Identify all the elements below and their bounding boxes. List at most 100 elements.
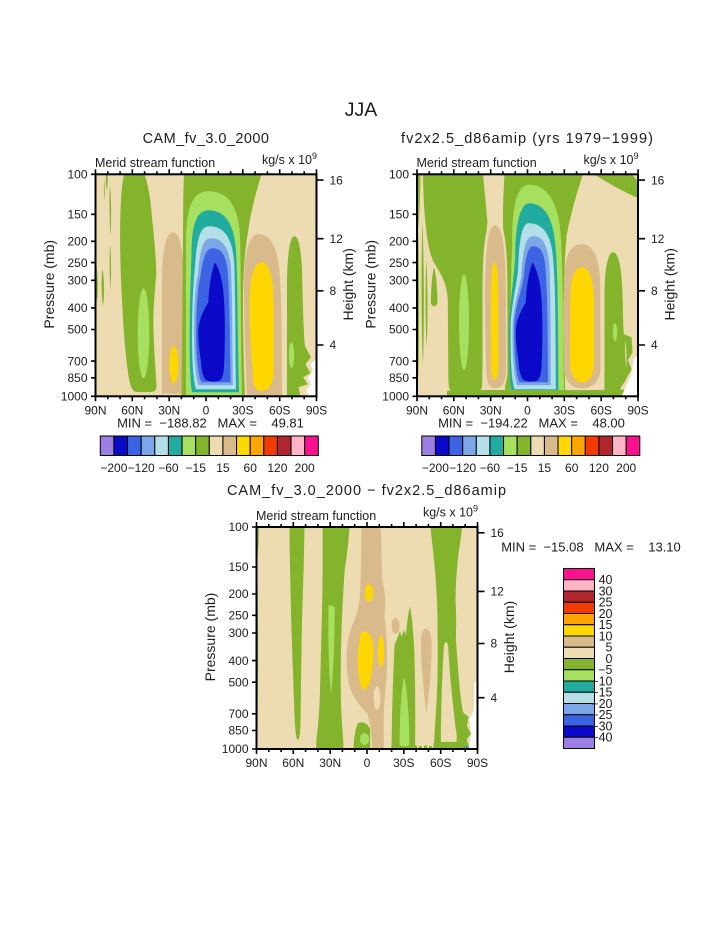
svg-text:850: 850 (389, 371, 409, 385)
svg-text:400: 400 (67, 301, 87, 315)
svg-text:MIN = −188.82 MAX = 49.8: MIN = −188.82 MAX = 49.81 (117, 416, 304, 431)
svg-text:25: 25 (599, 596, 613, 610)
svg-text:300: 300 (67, 274, 87, 288)
svg-text:−120: −120 (128, 461, 155, 475)
svg-text:16: 16 (651, 173, 665, 187)
svg-text:4: 4 (330, 338, 337, 352)
svg-text:40: 40 (599, 573, 613, 587)
svg-text:15: 15 (599, 618, 613, 632)
svg-text:90S: 90S (306, 404, 327, 418)
svg-text:30N: 30N (158, 404, 180, 418)
svg-text:120: 120 (589, 461, 609, 475)
svg-text:−40: −40 (591, 731, 612, 745)
svg-text:300: 300 (228, 626, 248, 640)
svg-text:4: 4 (651, 338, 658, 352)
svg-text:850: 850 (228, 724, 248, 738)
svg-text:0: 0 (203, 404, 210, 418)
svg-text:12: 12 (330, 232, 344, 246)
svg-text:−15: −15 (591, 686, 612, 700)
svg-text:−200: −200 (422, 461, 449, 475)
svg-text:200: 200 (389, 235, 409, 249)
svg-text:Pressure (mb): Pressure (mb) (41, 240, 57, 329)
svg-text:−15: −15 (186, 461, 207, 475)
svg-text:200: 200 (616, 461, 636, 475)
svg-text:200: 200 (67, 235, 87, 249)
svg-text:JJA: JJA (345, 99, 378, 121)
svg-text:60: 60 (244, 461, 258, 475)
svg-text:−5: −5 (598, 663, 612, 677)
svg-text:8: 8 (330, 284, 337, 298)
svg-text:MIN = −15.08 MAX = 13.10: MIN = −15.08 MAX = 13.10 (501, 540, 681, 555)
svg-text:MIN = −194.22 MAX = 48.0: MIN = −194.22 MAX = 48.00 (438, 416, 625, 431)
svg-text:10: 10 (599, 629, 613, 643)
svg-text:30N: 30N (480, 404, 502, 418)
svg-text:500: 500 (389, 323, 409, 337)
svg-text:200: 200 (295, 461, 315, 475)
svg-text:30S: 30S (554, 404, 575, 418)
svg-text:90N: 90N (245, 756, 267, 770)
svg-text:CAM_fv_3.0_2000: CAM_fv_3.0_2000 (143, 131, 270, 147)
svg-text:fv2x2.5_d86amip (yrs 1979−1999: fv2x2.5_d86amip (yrs 1979−1999) (401, 131, 654, 147)
svg-text:8: 8 (651, 284, 658, 298)
svg-text:150: 150 (67, 208, 87, 222)
svg-text:8: 8 (491, 637, 498, 651)
svg-text:30N: 30N (319, 756, 341, 770)
svg-text:kg/s x 109: kg/s x 109 (423, 504, 478, 520)
svg-text:Merid stream function: Merid stream function (95, 156, 215, 170)
svg-text:30S: 30S (232, 404, 253, 418)
svg-text:700: 700 (389, 354, 409, 368)
svg-text:60S: 60S (591, 404, 612, 418)
svg-text:−25: −25 (591, 708, 612, 722)
svg-text:60S: 60S (430, 756, 451, 770)
svg-text:16: 16 (491, 526, 505, 540)
svg-text:90N: 90N (406, 404, 428, 418)
svg-text:−15: −15 (507, 461, 528, 475)
svg-text:250: 250 (389, 256, 409, 270)
svg-text:−30: −30 (591, 719, 612, 733)
svg-text:100: 100 (389, 168, 409, 182)
svg-text:12: 12 (491, 585, 505, 599)
svg-text:60S: 60S (269, 404, 290, 418)
svg-text:60: 60 (565, 461, 579, 475)
svg-text:60N: 60N (121, 404, 143, 418)
svg-text:30: 30 (599, 584, 613, 598)
svg-text:500: 500 (67, 323, 87, 337)
svg-text:−60: −60 (480, 461, 501, 475)
svg-text:90S: 90S (627, 404, 648, 418)
svg-text:Height (km): Height (km) (340, 248, 356, 320)
svg-text:Merid stream function: Merid stream function (256, 509, 376, 523)
svg-text:15: 15 (538, 461, 552, 475)
svg-text:120: 120 (267, 461, 287, 475)
svg-text:1000: 1000 (222, 742, 249, 756)
svg-text:−20: −20 (591, 697, 612, 711)
svg-text:20: 20 (599, 607, 613, 621)
svg-text:150: 150 (228, 560, 248, 574)
svg-text:850: 850 (67, 371, 87, 385)
svg-text:−200: −200 (100, 461, 127, 475)
svg-text:150: 150 (389, 208, 409, 222)
svg-text:400: 400 (389, 301, 409, 315)
svg-text:−10: −10 (591, 674, 612, 688)
svg-text:4: 4 (491, 691, 498, 705)
svg-text:60N: 60N (282, 756, 304, 770)
svg-text:90S: 90S (467, 756, 488, 770)
svg-text:0: 0 (364, 756, 371, 770)
svg-text:90N: 90N (84, 404, 106, 418)
svg-text:kg/s x 109: kg/s x 109 (262, 151, 317, 167)
svg-text:Pressure (mb): Pressure (mb) (363, 240, 379, 329)
svg-text:60N: 60N (443, 404, 465, 418)
svg-text:400: 400 (228, 654, 248, 668)
svg-text:250: 250 (67, 256, 87, 270)
svg-text:500: 500 (228, 675, 248, 689)
svg-text:0: 0 (524, 404, 531, 418)
svg-text:100: 100 (67, 168, 87, 182)
svg-text:100: 100 (228, 520, 248, 534)
svg-text:1000: 1000 (61, 390, 88, 404)
svg-text:Pressure (mb): Pressure (mb) (202, 593, 218, 682)
svg-text:1000: 1000 (382, 390, 409, 404)
svg-text:Height (km): Height (km) (501, 601, 517, 673)
svg-text:Height (km): Height (km) (661, 248, 677, 320)
svg-text:250: 250 (228, 609, 248, 623)
svg-text:−120: −120 (449, 461, 476, 475)
svg-text:5: 5 (606, 641, 613, 655)
